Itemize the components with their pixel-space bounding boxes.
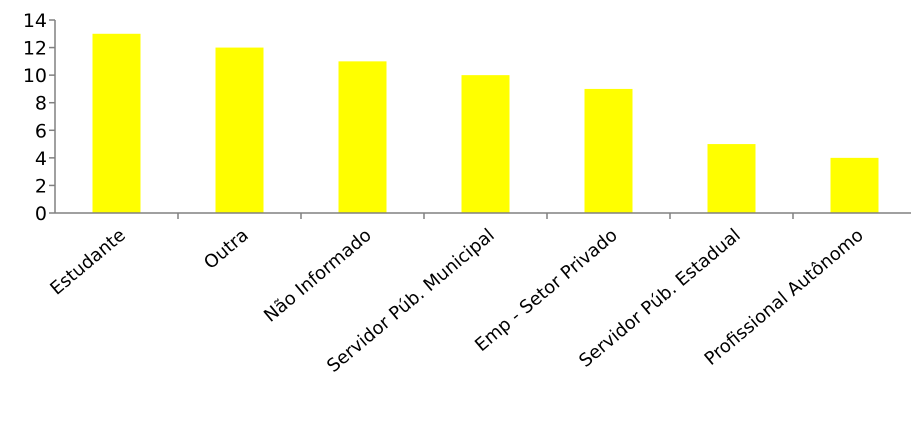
y-tick-label: 10 [23,65,47,87]
bar [215,47,264,214]
bar [461,75,510,214]
y-tick-label: 14 [23,10,47,32]
x-category-label: Não Informado [260,225,376,327]
y-tick-label: 6 [35,120,47,142]
y-tick-label: 4 [35,148,47,170]
y-axis: 0 2 4 6 8 10 12 14 [23,10,56,225]
y-tick-label: 12 [23,38,47,60]
y-tick-label: 8 [35,93,47,115]
bar [92,33,141,214]
bars [92,33,879,214]
x-category-label: Outra [200,225,253,274]
x-category-label: Estudante [46,225,129,300]
y-tick-label: 2 [35,175,47,197]
bar [338,61,387,213]
y-tick-label: 0 [35,203,47,225]
bar [584,88,633,213]
bar [830,157,879,213]
bar [707,144,756,213]
